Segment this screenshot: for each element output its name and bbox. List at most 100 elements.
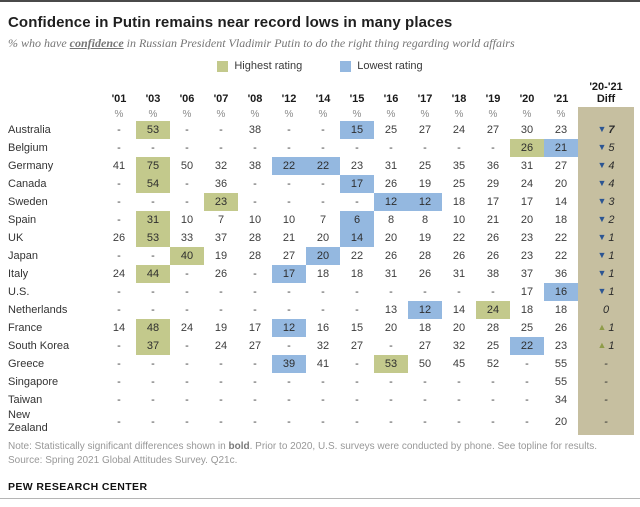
value-cell: 31	[520, 160, 534, 172]
lowest-cell: 21	[544, 139, 578, 157]
highest-cell: 31	[136, 211, 170, 229]
value-cell: 27	[282, 250, 296, 262]
diff-cell: ▼ 4	[578, 157, 634, 175]
percent-symbol: %	[148, 108, 158, 120]
value-cell: 28	[248, 232, 262, 244]
lowest-cell: 39	[272, 355, 306, 373]
diff-value: 1	[608, 340, 615, 352]
value-cell: 27	[554, 160, 568, 172]
table-header: '01 '03 '06 '07 '08 '12 '14 '15 '16 '17 '18 '19 '20 '…	[6, 81, 634, 121]
value-cell: 23	[520, 250, 534, 262]
value-cell: -	[253, 416, 257, 428]
highest-cell: 53	[374, 355, 408, 373]
value-cell: -	[355, 304, 359, 316]
diff-cell: -	[578, 391, 634, 409]
value-cell: -	[491, 286, 495, 298]
table-row: Sweden - - - 23 - - - - 12 12 18 17 17 14 ▼ 3	[6, 193, 634, 211]
diff-cell: 0	[578, 301, 634, 319]
value-cell: -	[355, 286, 359, 298]
value-cell: 18	[452, 196, 466, 208]
value-cell: 34	[554, 394, 568, 406]
value-cell: -	[253, 394, 257, 406]
down-arrow-icon: ▼	[597, 124, 607, 134]
table-row: Australia - 53 - - 38 - - 15 25 27 24 27 30 23 ▼ 7	[6, 121, 634, 139]
year-column-header: '01	[111, 93, 127, 105]
value-cell: -	[117, 142, 121, 154]
year-column-header: '18	[451, 93, 467, 105]
value-cell: 28	[486, 322, 500, 334]
highest-cell: 24	[476, 301, 510, 319]
value-cell: -	[287, 340, 291, 352]
value-cell: 17	[248, 322, 262, 334]
value-cell: -	[219, 416, 223, 428]
lowest-rating-label: Lowest rating	[357, 60, 423, 72]
value-cell: -	[117, 340, 121, 352]
value-cell: -	[185, 340, 189, 352]
value-cell: -	[525, 394, 529, 406]
corner-cell	[6, 82, 102, 107]
lowest-cell: 12	[408, 193, 442, 211]
down-arrow-icon: ▼	[597, 268, 607, 278]
value-cell: 23	[554, 124, 568, 136]
highest-rating-swatch-icon	[217, 60, 229, 72]
value-cell: -	[321, 416, 325, 428]
header-row-percent: %%%%%%%%%%%%%%	[6, 107, 634, 121]
year-column-header: '07	[213, 93, 229, 105]
subtitle: % who have confidence in Russian Preside…	[8, 36, 632, 51]
value-cell: -	[287, 304, 291, 316]
value-cell: -	[117, 178, 121, 190]
value-cell: -	[355, 196, 359, 208]
table-row: South Korea - 37 - 24 27 - 32 27 - 27 32 25 22 23 ▲ 1	[6, 337, 634, 355]
diff-cell: ▼ 5	[578, 139, 634, 157]
value-cell: 31	[384, 268, 398, 280]
country-label: South Korea	[8, 339, 70, 352]
country-label: Spain	[8, 213, 37, 226]
value-cell: 25	[418, 160, 432, 172]
value-cell: -	[253, 304, 257, 316]
value-cell: -	[525, 376, 529, 388]
corner-cell	[6, 107, 102, 121]
value-cell: 27	[350, 340, 364, 352]
value-cell: 30	[520, 124, 534, 136]
highest-cell: 23	[204, 193, 238, 211]
table-row: Greece - - - - - 39 41 - 53 50 45 52 - 55 -	[6, 355, 634, 373]
diff-header-line1: '20-'21	[589, 81, 623, 93]
country-label: U.S.	[8, 285, 30, 298]
highest-cell: 53	[136, 229, 170, 247]
value-cell: 19	[418, 178, 432, 190]
value-cell: -	[525, 358, 529, 370]
table-row: UK 26 53 33 37 28 21 20 14 20 19 22 26 23 22 ▼ 1	[6, 229, 634, 247]
value-cell: 25	[384, 124, 398, 136]
down-arrow-icon: ▼	[597, 286, 607, 296]
diff-cell: ▼ 1	[578, 265, 634, 283]
value-cell: 18	[418, 322, 432, 334]
value-cell: -	[185, 268, 189, 280]
value-cell: 26	[554, 322, 568, 334]
value-cell: 10	[180, 214, 194, 226]
country-label: France	[8, 321, 43, 334]
value-cell: 23	[350, 160, 364, 172]
value-cell: -	[253, 142, 257, 154]
data-table: '01 '03 '06 '07 '08 '12 '14 '15 '16 '17 '18 '19 '20 '…	[6, 81, 634, 435]
value-cell: 29	[486, 178, 500, 190]
value-cell: -	[423, 142, 427, 154]
value-cell: 21	[282, 232, 296, 244]
value-cell: 41	[112, 160, 126, 172]
value-cell: 25	[486, 340, 500, 352]
value-cell: 20	[520, 214, 534, 226]
diff-cell: -	[578, 373, 634, 391]
diff-value: 3	[608, 196, 615, 208]
value-cell: 26	[418, 268, 432, 280]
value-cell: -	[151, 142, 155, 154]
percent-symbol: %	[216, 108, 226, 120]
lowest-cell: 22	[510, 337, 544, 355]
diff-value: 1	[608, 250, 615, 262]
value-cell: 17	[520, 196, 534, 208]
table-row: Netherlands - - - - - - - - 13 12 14 24 18 18 0	[6, 301, 634, 319]
value-cell: 7	[319, 214, 327, 226]
value-cell: -	[253, 358, 257, 370]
value-cell: 7	[217, 214, 225, 226]
value-cell: 24	[180, 322, 194, 334]
value-cell: 50	[418, 358, 432, 370]
value-cell: 26	[214, 268, 228, 280]
